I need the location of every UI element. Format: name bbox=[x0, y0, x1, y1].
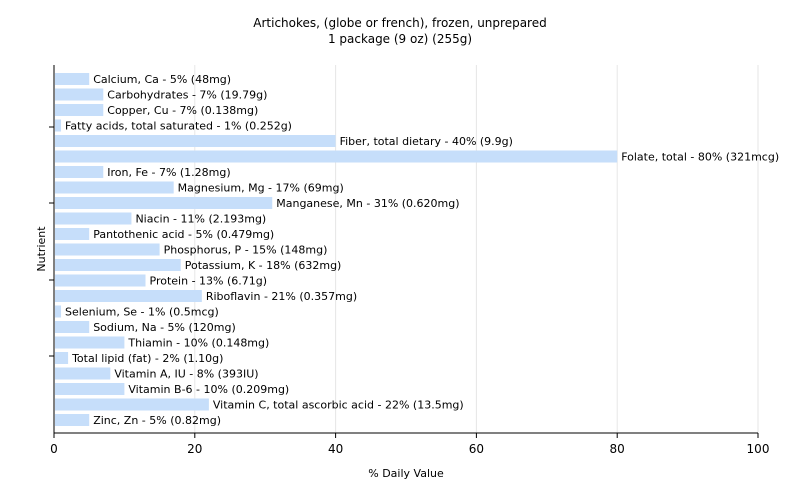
chart-subtitle: 1 package (9 oz) (255g) bbox=[327, 32, 473, 46]
bar bbox=[55, 398, 209, 411]
bar-label: Niacin - 11% (2.193mg) bbox=[135, 213, 266, 226]
bar-label: Carbohydrates - 7% (19.79g) bbox=[107, 89, 267, 102]
bar bbox=[55, 274, 146, 287]
bar bbox=[55, 150, 618, 163]
bar-label: Vitamin C, total ascorbic acid - 22% (13… bbox=[213, 399, 464, 412]
bar-label: Thiamin - 10% (0.148mg) bbox=[127, 337, 269, 350]
bar-label: Protein - 13% (6.71g) bbox=[150, 275, 268, 288]
bars: Calcium, Ca - 5% (48mg) Carbohydrates - 7… bbox=[55, 73, 779, 427]
bar-label: Phosphorus, P - 15% (148mg) bbox=[164, 244, 328, 257]
bar bbox=[55, 243, 160, 256]
x-tick-label: 80 bbox=[610, 442, 625, 456]
bar-label: Pantothenic acid - 5% (0.479mg) bbox=[93, 228, 274, 241]
bar bbox=[55, 166, 104, 178]
x-ticks: 0 20 40 60 80 100 bbox=[50, 433, 769, 456]
y-axis-label: Nutrient bbox=[35, 226, 48, 272]
bar-label: Fatty acids, total saturated - 1% (0.252… bbox=[65, 120, 292, 133]
chart-title: Artichokes, (globe or french), frozen, u… bbox=[253, 16, 547, 30]
bar bbox=[55, 197, 273, 209]
bar-label: Calcium, Ca - 5% (48mg) bbox=[93, 73, 231, 86]
bar bbox=[55, 212, 132, 225]
bar-label: Iron, Fe - 7% (1.28mg) bbox=[107, 166, 230, 179]
y-ticks bbox=[49, 126, 54, 357]
chart-title-block: Artichokes, (globe or french), frozen, u… bbox=[0, 15, 800, 47]
x-tick-label: 0 bbox=[50, 442, 58, 456]
bar bbox=[55, 305, 62, 318]
bar-label: Magnesium, Mg - 17% (69mg) bbox=[178, 182, 344, 195]
bar-label: Fiber, total dietary - 40% (9.9g) bbox=[340, 135, 513, 148]
bar bbox=[55, 321, 90, 333]
bar bbox=[55, 135, 336, 147]
bar bbox=[55, 414, 90, 426]
bar-label: Vitamin A, IU - 8% (393IU) bbox=[114, 368, 258, 381]
x-tick-label: 20 bbox=[187, 442, 202, 456]
bar bbox=[55, 119, 62, 132]
bar bbox=[55, 336, 125, 349]
bar bbox=[55, 383, 125, 395]
bar bbox=[55, 228, 90, 240]
bar bbox=[55, 290, 202, 302]
bar-label: Riboflavin - 21% (0.357mg) bbox=[206, 290, 357, 303]
bar-label: Copper, Cu - 7% (0.138mg) bbox=[107, 104, 258, 117]
bar bbox=[55, 88, 104, 101]
bar-label: Selenium, Se - 1% (0.5mcg) bbox=[65, 306, 219, 319]
bar bbox=[55, 259, 181, 271]
bar bbox=[55, 73, 90, 85]
bar-label: Folate, total - 80% (321mcg) bbox=[621, 151, 779, 164]
bar bbox=[55, 181, 174, 194]
x-tick-label: 60 bbox=[469, 442, 484, 456]
bar bbox=[55, 104, 104, 116]
bar bbox=[55, 352, 69, 364]
x-tick-label: 40 bbox=[328, 442, 343, 456]
bar-label: Potassium, K - 18% (632mg) bbox=[185, 259, 342, 272]
axes bbox=[53, 65, 758, 434]
grid-lines bbox=[194, 65, 759, 433]
bar bbox=[55, 367, 111, 380]
x-tick-label: 100 bbox=[747, 442, 770, 456]
x-axis-label: % Daily Value bbox=[368, 467, 444, 480]
bar-label: Manganese, Mn - 31% (0.620mg) bbox=[276, 197, 459, 210]
bar-label: Zinc, Zn - 5% (0.82mg) bbox=[93, 414, 221, 427]
bar-label: Vitamin B-6 - 10% (0.209mg) bbox=[128, 383, 289, 396]
bar-label: Sodium, Na - 5% (120mg) bbox=[93, 321, 236, 334]
bar-label: Total lipid (fat) - 2% (1.10g) bbox=[71, 352, 223, 365]
